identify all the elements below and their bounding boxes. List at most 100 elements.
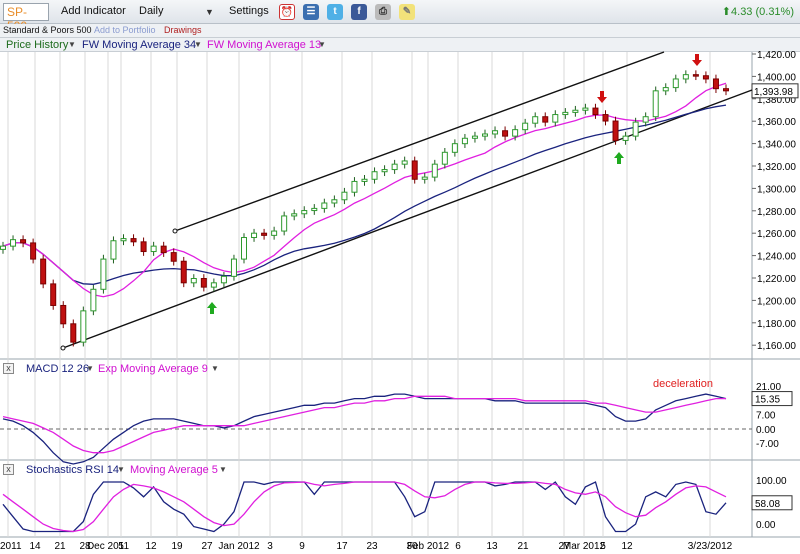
y-tick-label: 1,160.00 [757,341,796,352]
y-tick-label: 1,300.00 [757,184,796,195]
legend-ma34[interactable]: FW Moving Average 34 [82,39,197,51]
x-tick-label: 3 [267,541,273,552]
candle [281,215,288,232]
y-tick-label: 1,320.00 [757,162,796,173]
candle [712,78,719,90]
candle [261,232,268,236]
candle [180,260,187,284]
candle [100,258,107,290]
trendline-anchor [172,228,178,234]
candle [401,160,408,165]
x-tick-label: Jan 2012 [218,541,260,552]
close-icon[interactable]: x [3,464,14,475]
y-tick-label: 1,360.00 [757,117,796,128]
candle [662,87,669,92]
x-tick-label: 6 [455,541,461,552]
y-tick-label: -7.00 [756,439,779,450]
candle [552,114,559,123]
macd-label[interactable]: MACD 12 26 [26,363,89,375]
candle [50,283,57,306]
chevron-down-icon[interactable]: ▼ [318,40,326,49]
candle [682,74,689,80]
candle [612,120,619,141]
candle [723,88,729,92]
x-tick-label: 23 [366,541,378,552]
x-tick-label: 14 [29,541,41,552]
print-icon[interactable]: ⎙ [375,4,391,20]
alarm-clock-icon[interactable]: ⏰ [279,4,295,20]
legend-price-history[interactable]: Price History [6,39,69,51]
facebook-icon[interactable]: f [351,4,367,20]
price-panel: 1,420.00 1,400.00 1,380.00 1,360.00 1,340.00… [0,50,799,352]
macd-value-box [751,391,793,407]
chevron-down-icon[interactable]: ▼ [211,364,219,373]
candle [512,129,519,137]
x-tick-label: 21 [517,541,529,552]
legend-ma13[interactable]: FW Moving Average 13 [207,39,322,51]
candle [251,232,258,239]
candle [602,114,609,122]
candle [351,180,358,193]
y-tick-label: 1,180.00 [757,319,796,330]
upper-channel-line [174,51,665,232]
stoch-label[interactable]: Stochastics RSI 14 [26,464,119,476]
symbol-input[interactable]: SP-500 [3,3,49,33]
drawings-link[interactable]: Drawings [164,25,202,35]
candle [672,78,679,89]
candle [461,137,468,145]
settings-button[interactable]: Settings [229,5,269,17]
y-tick-label: 1,220.00 [757,274,796,285]
current-price-label: 1,393.98 [754,87,793,98]
candle [642,116,649,123]
arrow-shape [597,91,607,103]
chevron-down-icon[interactable]: ▼ [219,465,227,474]
down-arrow-icon [597,91,607,103]
close-icon[interactable]: x [3,363,14,374]
period-select[interactable]: Daily [139,5,164,17]
price-change-value: 4.33 (0.31%) [731,6,794,18]
stoch-ma-label[interactable]: Moving Average 5 [130,464,218,476]
lower-channel-line [62,89,753,349]
candle [271,230,278,236]
twitter-icon[interactable]: t [327,4,343,20]
stoch-ma-line [2,481,727,533]
candle [60,304,67,325]
macd-value-label: 15.35 [755,395,780,406]
add-to-portfolio-link[interactable]: Add to Portfolio [94,25,156,35]
chevron-down-icon[interactable]: ▼ [68,40,76,49]
candle [441,151,448,165]
chevron-down-icon[interactable]: ▼ [194,40,202,49]
candle [110,240,117,260]
stoch-rsi-line [2,481,727,533]
add-indicator-button[interactable]: Add Indicator [61,5,126,17]
candle [632,121,639,137]
candle [120,238,127,242]
chevron-down-icon[interactable]: ▼ [205,7,214,17]
candle [301,210,308,215]
chevron-down-icon[interactable]: ▼ [117,465,125,474]
x-tick-label: 19 [171,541,183,552]
y-tick-label: 1,380.00 [757,95,796,106]
x-tick-label: 3/23/2012 [688,541,733,552]
x-tick-label: 30 [406,541,418,552]
y-tick-label: 7.00 [756,411,776,422]
sticky-note-icon[interactable]: ✎ [399,4,415,20]
y-tick-label: 1,400.00 [757,72,796,83]
macd-signal-label[interactable]: Exp Moving Average 9 [98,363,208,375]
candle [10,239,17,247]
current-price-box [751,83,799,99]
candle [150,245,157,253]
chevron-down-icon[interactable]: ▼ [86,364,94,373]
y-tick-label: 1,340.00 [757,140,796,151]
macd-header: x MACD 12 26 ▼ Exp Moving Average 9 ▼ [0,362,800,376]
candle [582,107,589,111]
y-tick-label: 0.00 [756,520,776,531]
candle [130,238,137,243]
price-legend: Price History ▼ FW Moving Average 34 ▼ F… [0,38,800,52]
x-tick-label: 13 [486,541,498,552]
notes-icon[interactable]: ☰ [303,4,319,20]
y-tick-label: 1,420.00 [757,50,796,61]
